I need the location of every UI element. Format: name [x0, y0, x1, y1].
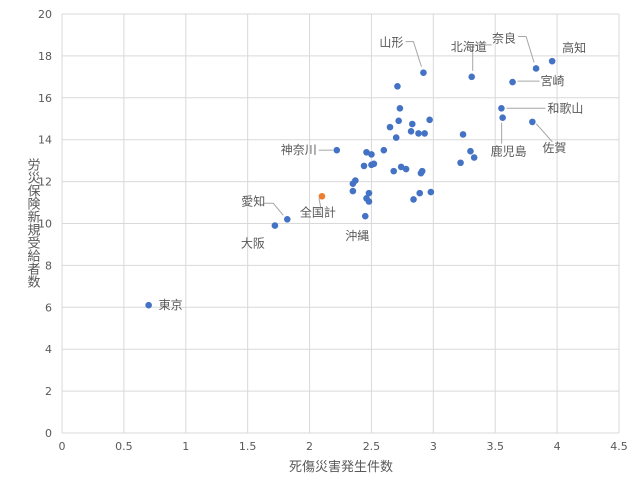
- x-axis-label: 死傷災害発生件数: [289, 459, 393, 475]
- data-point: [352, 177, 359, 184]
- y-tick-label: 4: [45, 343, 52, 356]
- data-point: [509, 78, 516, 86]
- x-tick-label: 0.5: [115, 440, 133, 453]
- data-point: [386, 123, 394, 131]
- data-point: [468, 73, 476, 81]
- point-label: 神奈川: [281, 143, 317, 157]
- data-point: [416, 189, 424, 197]
- data-point: [407, 128, 415, 135]
- y-tick-label: 0: [45, 427, 52, 440]
- label-leader-line: [263, 202, 284, 216]
- point-label: 山形: [379, 36, 403, 50]
- data-point: [363, 148, 370, 156]
- data-point: [397, 163, 405, 171]
- x-tick-label: 3: [430, 440, 437, 453]
- y-tick-label: 16: [38, 92, 52, 105]
- data-point: [459, 131, 467, 138]
- y-tick-label: 2: [45, 385, 52, 398]
- data-point: [145, 301, 152, 309]
- data-point: [368, 151, 375, 158]
- data-point: [349, 187, 357, 195]
- data-point: [361, 212, 369, 220]
- grid-lines: [61, 13, 620, 434]
- y-axis-label: 労災保険新規受給者数: [25, 158, 41, 288]
- label-leader-line: [518, 35, 535, 63]
- label-leader-lines: [263, 35, 553, 216]
- point-label: 奈良: [492, 30, 516, 45]
- data-point: [420, 69, 427, 76]
- data-point: [283, 216, 291, 223]
- y-tick-label: 14: [38, 134, 52, 147]
- x-tick-label: 4.5: [610, 440, 628, 453]
- data-point: [318, 192, 326, 200]
- data-point: [499, 114, 506, 122]
- point-label: 和歌山: [547, 100, 583, 115]
- data-point: [396, 104, 404, 112]
- y-tick-label: 20: [38, 8, 52, 21]
- data-point: [426, 116, 433, 124]
- label-leader-line: [318, 198, 322, 209]
- data-point: [421, 130, 428, 137]
- x-tick-label: 1.5: [239, 440, 257, 453]
- y-tick-label: 6: [45, 301, 52, 314]
- point-label: 北海道: [451, 39, 487, 54]
- x-tick-label: 2: [306, 440, 313, 453]
- point-label: 鹿児島: [491, 144, 527, 159]
- data-point: [498, 104, 505, 112]
- point-label: 全国計: [300, 204, 336, 219]
- data-point: [457, 159, 464, 167]
- label-leader-line: [535, 123, 553, 143]
- data-point: [467, 147, 474, 155]
- data-point: [394, 82, 401, 90]
- data-point: [380, 146, 388, 154]
- data-point: [529, 118, 536, 126]
- data-point: [548, 57, 556, 65]
- point-label: 高知: [562, 40, 586, 55]
- data-point: [333, 146, 341, 154]
- label-leader-line: [405, 41, 422, 67]
- point-label: 沖縄: [345, 228, 369, 243]
- data-point: [395, 117, 402, 125]
- data-point: [408, 120, 416, 128]
- x-tick-label: 1: [182, 440, 189, 453]
- x-tick-label: 2.5: [363, 440, 381, 453]
- data-point: [418, 167, 426, 175]
- data-point: [402, 165, 410, 173]
- data-point: [365, 198, 373, 205]
- point-label: 宮崎: [541, 73, 565, 88]
- x-axis-ticks: 0 0.5 1 1.5 2 2.5 3 3.5 4 4.5: [59, 440, 628, 453]
- data-point: [271, 222, 279, 229]
- data-point: [427, 188, 435, 196]
- point-label: 佐賀: [542, 141, 566, 155]
- y-tick-label: 12: [38, 176, 52, 189]
- data-points: [145, 57, 556, 309]
- data-point: [532, 65, 540, 72]
- y-axis-ticks: 0 2 4 6 8 10 12 14 16 18 20: [38, 8, 52, 440]
- data-point: [390, 167, 398, 175]
- label-leader-line: [472, 44, 492, 71]
- data-point: [365, 189, 373, 197]
- data-point: [392, 134, 400, 141]
- x-tick-label: 3.5: [486, 440, 504, 453]
- point-label: 大阪: [241, 237, 265, 251]
- y-tick-label: 8: [45, 259, 52, 272]
- data-point: [370, 160, 378, 168]
- data-point: [360, 162, 368, 170]
- point-label: 東京: [159, 298, 183, 312]
- y-tick-label: 18: [38, 50, 52, 63]
- x-tick-label: 0: [59, 440, 66, 453]
- data-point: [470, 154, 478, 161]
- data-point: [415, 130, 422, 137]
- x-tick-label: 4: [554, 440, 561, 453]
- point-label: 愛知: [241, 194, 265, 208]
- y-tick-label: 10: [38, 218, 52, 231]
- data-point: [410, 196, 417, 203]
